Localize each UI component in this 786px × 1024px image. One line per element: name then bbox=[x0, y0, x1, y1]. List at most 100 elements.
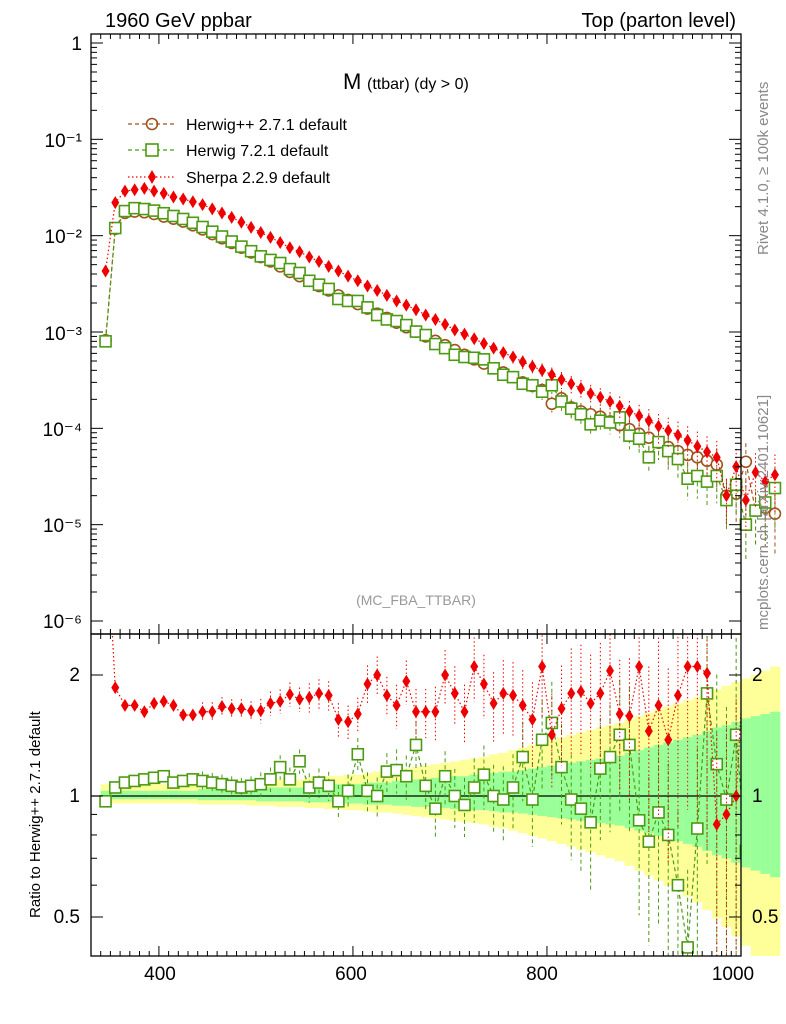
band-inner-bin bbox=[750, 716, 761, 871]
data-point-diamond bbox=[499, 346, 508, 360]
data-point-diamond bbox=[373, 283, 382, 297]
data-point-square bbox=[157, 769, 171, 783]
series-circle bbox=[99, 205, 782, 555]
data-point-square bbox=[293, 266, 306, 280]
band-inner-bin bbox=[741, 718, 752, 868]
band-inner-bin bbox=[479, 774, 490, 811]
data-point-diamond bbox=[412, 303, 420, 317]
data-point-diamond bbox=[751, 465, 760, 479]
data-point-diamond bbox=[421, 705, 430, 719]
data-point-diamond bbox=[673, 428, 682, 442]
band-inner-bin bbox=[246, 789, 257, 801]
x-tick-label: 1000 bbox=[712, 964, 754, 985]
x-tick-label: 800 bbox=[526, 964, 558, 985]
x-tick-labels: 400 600 800 1000 bbox=[144, 964, 754, 985]
legend-square-marker bbox=[145, 143, 159, 157]
data-point-diamond bbox=[392, 294, 401, 308]
data-point-diamond bbox=[169, 698, 178, 712]
data-point-diamond bbox=[179, 708, 188, 722]
legend: Herwig++ 2.7.1 default Herwig 7.2.1 defa… bbox=[128, 117, 348, 187]
data-point-square bbox=[535, 385, 549, 399]
ratio-tick-label: 1 bbox=[69, 786, 80, 807]
legend-diamond-marker bbox=[148, 170, 156, 184]
data-point-diamond bbox=[120, 184, 129, 198]
data-point-diamond bbox=[712, 817, 721, 831]
data-point-square bbox=[506, 370, 520, 384]
band-inner-bin bbox=[110, 790, 121, 800]
data-point-diamond bbox=[179, 192, 188, 206]
data-point-diamond bbox=[140, 705, 149, 719]
data-point-square bbox=[535, 733, 549, 747]
data-point-diamond bbox=[188, 708, 197, 722]
data-point-diamond bbox=[557, 702, 566, 716]
data-point-diamond bbox=[247, 220, 256, 234]
ratio-tick-label: 0.5 bbox=[54, 907, 80, 928]
data-point-square bbox=[322, 779, 335, 793]
data-point-diamond bbox=[489, 696, 498, 710]
data-point-diamond bbox=[285, 687, 294, 701]
data-point-square bbox=[419, 779, 433, 793]
data-point-diamond bbox=[285, 241, 294, 255]
data-point-diamond bbox=[237, 215, 246, 229]
data-point-square bbox=[652, 806, 665, 819]
band-inner-bin bbox=[168, 790, 179, 800]
data-point-square bbox=[739, 518, 753, 531]
data-point-diamond bbox=[208, 705, 217, 719]
header-left-title: 1960 GeV ppbar bbox=[105, 10, 252, 32]
data-point-square bbox=[399, 318, 413, 332]
band-inner-bin bbox=[314, 785, 325, 803]
data-point-square bbox=[370, 789, 384, 803]
data-point-square bbox=[623, 738, 636, 752]
data-point-diamond bbox=[479, 336, 488, 350]
band-inner-bin bbox=[643, 747, 655, 834]
data-point-diamond bbox=[664, 733, 673, 747]
data-point-diamond bbox=[654, 419, 663, 433]
data-point-diamond bbox=[528, 712, 537, 726]
band-inner-bin bbox=[556, 764, 567, 819]
data-point-diamond bbox=[547, 728, 556, 742]
data-point-diamond bbox=[441, 317, 450, 331]
x-tick-label: 400 bbox=[144, 964, 176, 985]
band-inner-bin bbox=[498, 771, 509, 813]
data-point-diamond bbox=[625, 404, 634, 418]
data-point-diamond bbox=[334, 712, 343, 726]
data-point-square bbox=[99, 335, 112, 348]
data-point-diamond bbox=[392, 698, 401, 712]
data-point-diamond bbox=[644, 724, 653, 738]
data-point-diamond bbox=[305, 690, 314, 704]
data-point-diamond bbox=[460, 705, 469, 719]
ratio-tick-label: 2 bbox=[69, 665, 80, 686]
legend-entry-herwigpp: Herwig++ 2.7.1 default bbox=[128, 117, 348, 134]
data-point-diamond bbox=[528, 359, 537, 373]
ratio-y-axis-label: Ratio to Herwig++ 2.7.1 default bbox=[27, 710, 44, 918]
data-point-diamond bbox=[227, 210, 236, 224]
ratio-plot-frame bbox=[90, 633, 742, 957]
band-inner-bin bbox=[285, 787, 296, 802]
data-point-diamond bbox=[441, 668, 450, 682]
legend-entry-herwig7: Herwig 7.2.1 default bbox=[128, 143, 329, 160]
data-point-square bbox=[574, 802, 588, 815]
data-point-diamond bbox=[314, 254, 323, 268]
data-point-square bbox=[477, 768, 491, 781]
data-point-diamond bbox=[450, 686, 459, 700]
data-point-diamond bbox=[247, 704, 256, 718]
data-point-diamond bbox=[538, 363, 547, 377]
data-point-diamond bbox=[499, 686, 508, 700]
data-point-square bbox=[351, 747, 365, 761]
data-point-diamond bbox=[353, 274, 362, 288]
data-point-square bbox=[273, 760, 287, 774]
data-point-diamond bbox=[673, 688, 682, 702]
data-point-diamond bbox=[150, 696, 159, 710]
band-inner-bin bbox=[139, 790, 150, 800]
band-inner-bin bbox=[411, 779, 422, 807]
data-point-square bbox=[99, 795, 112, 808]
data-point-diamond bbox=[557, 373, 566, 387]
data-point-square bbox=[487, 361, 500, 375]
band-inner-bin bbox=[129, 790, 141, 800]
data-point-square bbox=[691, 822, 704, 835]
data-point-square bbox=[671, 878, 685, 892]
data-point-diamond bbox=[722, 489, 731, 503]
data-point-diamond bbox=[276, 694, 285, 708]
data-point-diamond bbox=[363, 677, 372, 691]
data-point-square bbox=[351, 294, 365, 308]
